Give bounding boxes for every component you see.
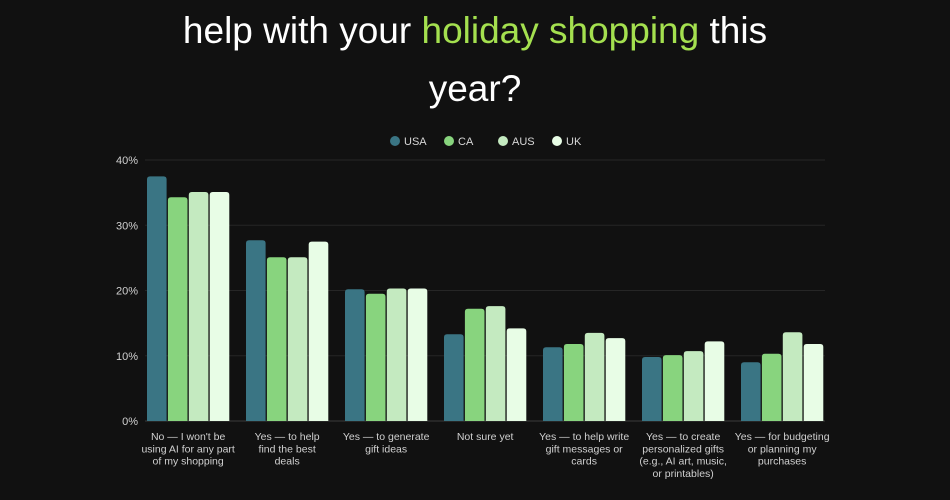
x-category-label: Yes — to create: [646, 431, 720, 443]
bar-uk: [704, 341, 725, 421]
legend-label: UK: [566, 136, 582, 148]
bar-ca: [365, 293, 386, 421]
x-category-label: cards: [571, 456, 597, 468]
bar-usa: [147, 176, 167, 421]
x-category-label: or planning my: [748, 443, 818, 455]
x-category-label: or printables): [653, 468, 714, 480]
bar-usa: [543, 347, 563, 421]
legend-label: AUS: [512, 136, 535, 148]
bar-uk: [308, 241, 329, 421]
x-category-label: Yes — to help write: [539, 431, 629, 443]
y-tick-label: 30%: [116, 220, 138, 232]
legend-marker-usa: [390, 136, 400, 146]
title-line-2: year?: [428, 68, 522, 109]
bar-usa: [642, 357, 662, 421]
bar-usa: [345, 289, 365, 421]
x-category-label: using AI for any part: [141, 443, 234, 455]
legend-label: USA: [404, 136, 427, 148]
x-category-label: gift ideas: [365, 443, 407, 455]
title-text: this: [699, 10, 768, 51]
bar-aus: [386, 288, 407, 421]
bar-ca: [761, 353, 782, 421]
legend-label: CA: [458, 136, 474, 148]
y-tick-label: 10%: [116, 351, 138, 363]
x-category-label: find the best: [259, 443, 316, 455]
x-category-label: personalized gifts: [642, 443, 724, 455]
legend-marker-aus: [498, 136, 508, 146]
bar-uk: [605, 338, 626, 421]
bar-aus: [782, 332, 803, 421]
title-line-1: help with your holiday shopping this: [0, 2, 950, 60]
x-category-label: purchases: [758, 456, 806, 468]
bar-ca: [266, 257, 287, 421]
bar-uk: [407, 288, 428, 421]
x-category-label: Not sure yet: [457, 431, 514, 443]
bar-ca: [167, 197, 188, 421]
x-category-label: No — I won't be: [151, 431, 226, 443]
bar-uk: [506, 328, 527, 421]
x-category-label: Yes — to generate: [343, 431, 430, 443]
bar-usa: [444, 334, 464, 421]
title-highlight: holiday shopping: [421, 10, 700, 51]
y-tick-label: 40%: [116, 155, 138, 167]
title-text: help with your: [182, 10, 422, 51]
x-category-label: deals: [275, 456, 300, 468]
legend-marker-ca: [444, 136, 454, 146]
bar-ca: [662, 355, 683, 421]
bar-aus: [683, 351, 704, 421]
x-category-label: Yes — to help: [255, 431, 320, 443]
bar-usa: [246, 240, 266, 421]
x-category-label: (e.g., AI art, music,: [639, 456, 727, 468]
x-category-label: gift messages or: [546, 443, 624, 455]
x-category-label: Yes — for budgeting: [735, 431, 830, 443]
chart-title: help with your holiday shopping this yea…: [0, 2, 950, 118]
bar-ca: [464, 308, 485, 421]
legend-marker-uk: [552, 136, 562, 146]
bar-ca: [563, 344, 584, 421]
bar-aus: [584, 332, 605, 421]
bar-uk: [803, 344, 824, 421]
bar-aus: [188, 191, 209, 421]
bar-aus: [287, 257, 308, 421]
bar-aus: [485, 306, 506, 421]
bar-uk: [209, 191, 230, 421]
y-tick-label: 20%: [116, 286, 138, 298]
y-tick-label: 0%: [122, 416, 138, 428]
x-category-label: of my shopping: [153, 456, 224, 468]
bar-usa: [741, 362, 761, 421]
